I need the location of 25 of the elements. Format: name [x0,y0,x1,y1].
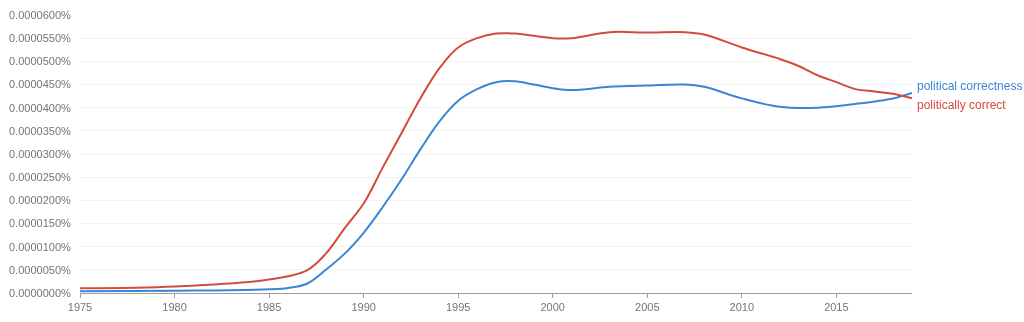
y-tick-label: 0.0000050% [9,263,72,276]
x-tick-label: 1975 [67,301,93,314]
y-tick-label: 0.0000600% [9,8,72,21]
x-tick-label: 2015 [824,301,849,314]
x-tick-label: 1985 [256,301,282,314]
x-tick-label: 1980 [162,301,187,314]
y-tick-label: 0.0000000% [9,286,72,299]
y-tick-label: 0.0000350% [9,124,72,137]
series-label: politically correct [917,98,1007,112]
y-tick-label: 0.0000500% [9,55,72,68]
y-tick-label: 0.0000550% [9,32,72,45]
y-tick-label: 0.0000200% [9,194,72,207]
x-tick-label: 1995 [445,301,471,314]
y-tick-label: 0.0000400% [9,101,72,114]
x-tick-label: 2010 [729,301,755,314]
x-tick-label: 2000 [540,301,565,314]
y-tick-label: 0.0000250% [9,171,72,184]
y-tick-label: 0.0000100% [9,240,72,253]
line-series [80,30,912,290]
series-label: political correctness [917,79,1023,93]
y-tick-label: 0.0000300% [9,147,72,160]
x-tick-label: 1990 [351,301,376,314]
y-tick-label: 0.0000150% [9,217,72,230]
y-tick-label: 0.0000450% [9,78,72,91]
x-tick-label: 2005 [635,301,660,314]
